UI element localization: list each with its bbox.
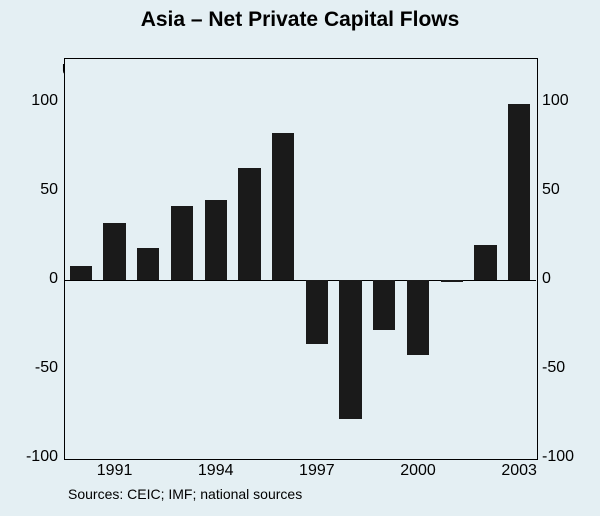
y-tick-left: 100 [8, 92, 58, 110]
source-text: Sources: CEIC; IMF; national sources [68, 486, 302, 502]
bar [306, 280, 328, 344]
bar [508, 104, 530, 280]
y-tick-right: -100 [542, 448, 574, 466]
x-tick-label: 1994 [198, 462, 234, 480]
y-tick-left: -50 [8, 359, 58, 377]
bar [441, 280, 463, 282]
y-tick-right: 50 [542, 181, 560, 199]
zero-line [64, 280, 536, 281]
x-tick-label: 2000 [400, 462, 436, 480]
y-tick-right: -50 [542, 359, 565, 377]
bar [238, 168, 260, 280]
bar [205, 200, 227, 280]
bar [103, 223, 125, 280]
bar [373, 280, 395, 330]
x-tick-label: 1997 [299, 462, 335, 480]
bar [339, 280, 361, 419]
bar [171, 206, 193, 281]
y-tick-left: 50 [8, 181, 58, 199]
bar [272, 133, 294, 281]
bar [474, 245, 496, 281]
y-tick-right: 100 [542, 92, 569, 110]
bar [137, 248, 159, 280]
bar [407, 280, 429, 355]
plot-area [64, 58, 538, 460]
chart-title: Asia – Net Private Capital Flows [0, 8, 600, 32]
y-tick-right: 0 [542, 270, 551, 288]
y-tick-left: 0 [8, 270, 58, 288]
y-tick-left: -100 [8, 448, 58, 466]
bar [70, 266, 92, 280]
x-tick-label: 2003 [501, 462, 537, 480]
chart-container: Asia – Net Private Capital Flows US$b US… [0, 0, 600, 516]
x-tick-label: 1991 [97, 462, 133, 480]
